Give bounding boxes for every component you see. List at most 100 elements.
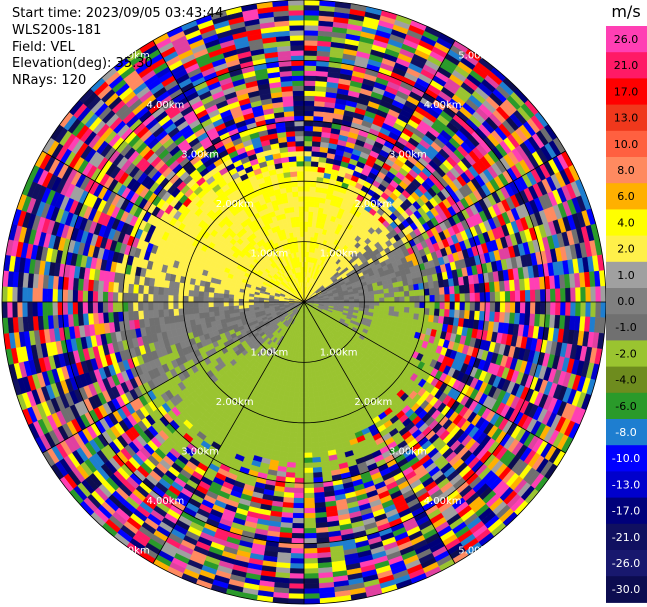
velocity-gate (479, 292, 486, 303)
velocity-gate (454, 293, 461, 303)
velocity-gate (293, 487, 305, 494)
velocity-gate (384, 301, 390, 307)
velocity-gate (509, 290, 516, 303)
velocity-gate (313, 396, 320, 403)
velocity-gate (524, 301, 531, 315)
velocity-gate (388, 287, 395, 294)
velocity-gate (303, 422, 311, 429)
velocity-gate (294, 482, 305, 489)
velocity-gate (303, 578, 320, 585)
velocity-gate (290, 553, 305, 559)
velocity-gate (373, 289, 380, 295)
velocity-gate (303, 402, 310, 408)
velocity-gate (424, 295, 431, 303)
velocity-gate (364, 298, 370, 303)
velocity-gate (303, 75, 317, 82)
velocity-gate (297, 407, 305, 413)
velocity-gate (310, 426, 318, 433)
velocity-gate (289, 563, 305, 570)
velocity-gate (303, 0, 321, 6)
velocity-gate (288, 593, 305, 600)
velocity-gate (287, 401, 294, 408)
velocity-gate (293, 396, 300, 403)
velocity-gate (311, 155, 320, 163)
velocity-gate (292, 401, 299, 408)
velocity-gate (373, 293, 380, 299)
velocity-gate (303, 397, 310, 403)
velocity-gates (1, 0, 607, 605)
velocity-gate (303, 9, 320, 16)
velocity-gate (519, 301, 526, 314)
velocity-gate (519, 290, 526, 303)
velocity-gate (310, 436, 319, 443)
velocity-gate (303, 4, 320, 11)
velocity-gate (300, 362, 305, 368)
velocity-gate (489, 291, 496, 303)
velocity-gate (403, 307, 410, 314)
velocity-gate (359, 298, 365, 303)
velocity-gate (353, 295, 360, 300)
velocity-gate (368, 294, 375, 299)
velocity-gate (297, 417, 305, 424)
velocity-gate (539, 289, 546, 303)
velocity-gate (303, 573, 319, 580)
velocity-gate (308, 386, 314, 393)
velocity-gate (299, 377, 305, 383)
velocity-gate (394, 296, 400, 303)
velocity-gate (303, 85, 316, 92)
velocity-gate (364, 301, 370, 306)
velocity-gate (504, 301, 511, 314)
velocity-gate (383, 305, 390, 312)
velocity-gate (291, 416, 299, 423)
velocity-gate (464, 293, 471, 303)
velocity-gate (287, 598, 305, 605)
velocity-gate (297, 412, 305, 419)
velocity-gate (354, 298, 360, 303)
velocity-gate (294, 477, 305, 484)
velocity-gate (290, 548, 305, 554)
velocity-gate (539, 301, 546, 315)
velocity-gate (303, 527, 317, 534)
velocity-gate (291, 411, 299, 418)
velocity-gate (303, 125, 314, 132)
velocity-gate (303, 170, 312, 177)
velocity-gate (429, 294, 436, 303)
velocity-gate (314, 406, 322, 413)
velocity-gate (473, 310, 481, 321)
velocity-gate (309, 181, 317, 188)
velocity-gate (565, 301, 572, 317)
velocity-gate (399, 301, 405, 308)
velocity-gate (509, 301, 516, 314)
velocity-gate (378, 293, 385, 299)
velocity-gate (295, 452, 305, 459)
velocity-gate (393, 286, 400, 293)
velocity-gate (309, 411, 317, 418)
velocity-gate (286, 461, 296, 469)
velocity-gate (307, 226, 313, 233)
velocity-gate (295, 457, 305, 464)
velocity-gate (494, 291, 501, 303)
velocity-gate (285, 471, 296, 479)
velocity-gate (499, 291, 506, 303)
velocity-gate (484, 301, 491, 312)
velocity-gate (403, 285, 410, 292)
velocity-gate (303, 65, 317, 72)
velocity-gate (424, 301, 431, 309)
velocity-gate (297, 422, 305, 429)
velocity-gate (303, 175, 311, 182)
velocity-gate (307, 221, 313, 228)
velocity-gate (303, 492, 315, 499)
velocity-gate (306, 346, 310, 353)
velocity-gate (303, 507, 316, 514)
velocity-gate (311, 456, 322, 464)
velocity-gate (296, 437, 305, 444)
velocity-gate (303, 165, 312, 172)
velocity-gate (408, 312, 415, 320)
velocity-gate (444, 301, 451, 310)
velocity-gate (565, 287, 572, 303)
velocity-gate (310, 171, 318, 178)
velocity-gate (311, 446, 321, 454)
velocity-gate (438, 308, 445, 317)
velocity-gate (555, 288, 561, 303)
velocity-gate (303, 231, 308, 237)
